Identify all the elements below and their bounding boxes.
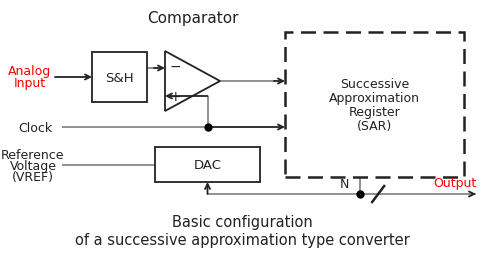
Bar bbox=[285, 33, 464, 177]
Text: Clock: Clock bbox=[18, 121, 52, 134]
Text: Approximation: Approximation bbox=[329, 92, 420, 105]
Text: Input: Input bbox=[14, 77, 46, 90]
Text: of a successive approximation type converter: of a successive approximation type conve… bbox=[75, 233, 409, 248]
Text: −: − bbox=[169, 60, 181, 74]
Text: Basic configuration: Basic configuration bbox=[172, 215, 312, 230]
Text: N: N bbox=[339, 178, 349, 191]
Bar bbox=[92, 53, 147, 103]
Text: DAC: DAC bbox=[194, 158, 222, 171]
Text: Successive: Successive bbox=[340, 78, 409, 91]
Text: Register: Register bbox=[348, 106, 400, 119]
Text: S&H: S&H bbox=[105, 71, 134, 84]
Polygon shape bbox=[165, 52, 220, 112]
Text: (SAR): (SAR) bbox=[357, 120, 392, 133]
Text: Reference: Reference bbox=[1, 148, 65, 161]
Text: +: + bbox=[169, 90, 181, 104]
Text: Voltage: Voltage bbox=[10, 159, 57, 172]
Text: Output: Output bbox=[433, 177, 477, 190]
Bar bbox=[155, 147, 260, 182]
Text: (VREF): (VREF) bbox=[12, 170, 54, 183]
Text: Analog: Analog bbox=[8, 65, 52, 78]
Text: Comparator: Comparator bbox=[147, 10, 238, 25]
